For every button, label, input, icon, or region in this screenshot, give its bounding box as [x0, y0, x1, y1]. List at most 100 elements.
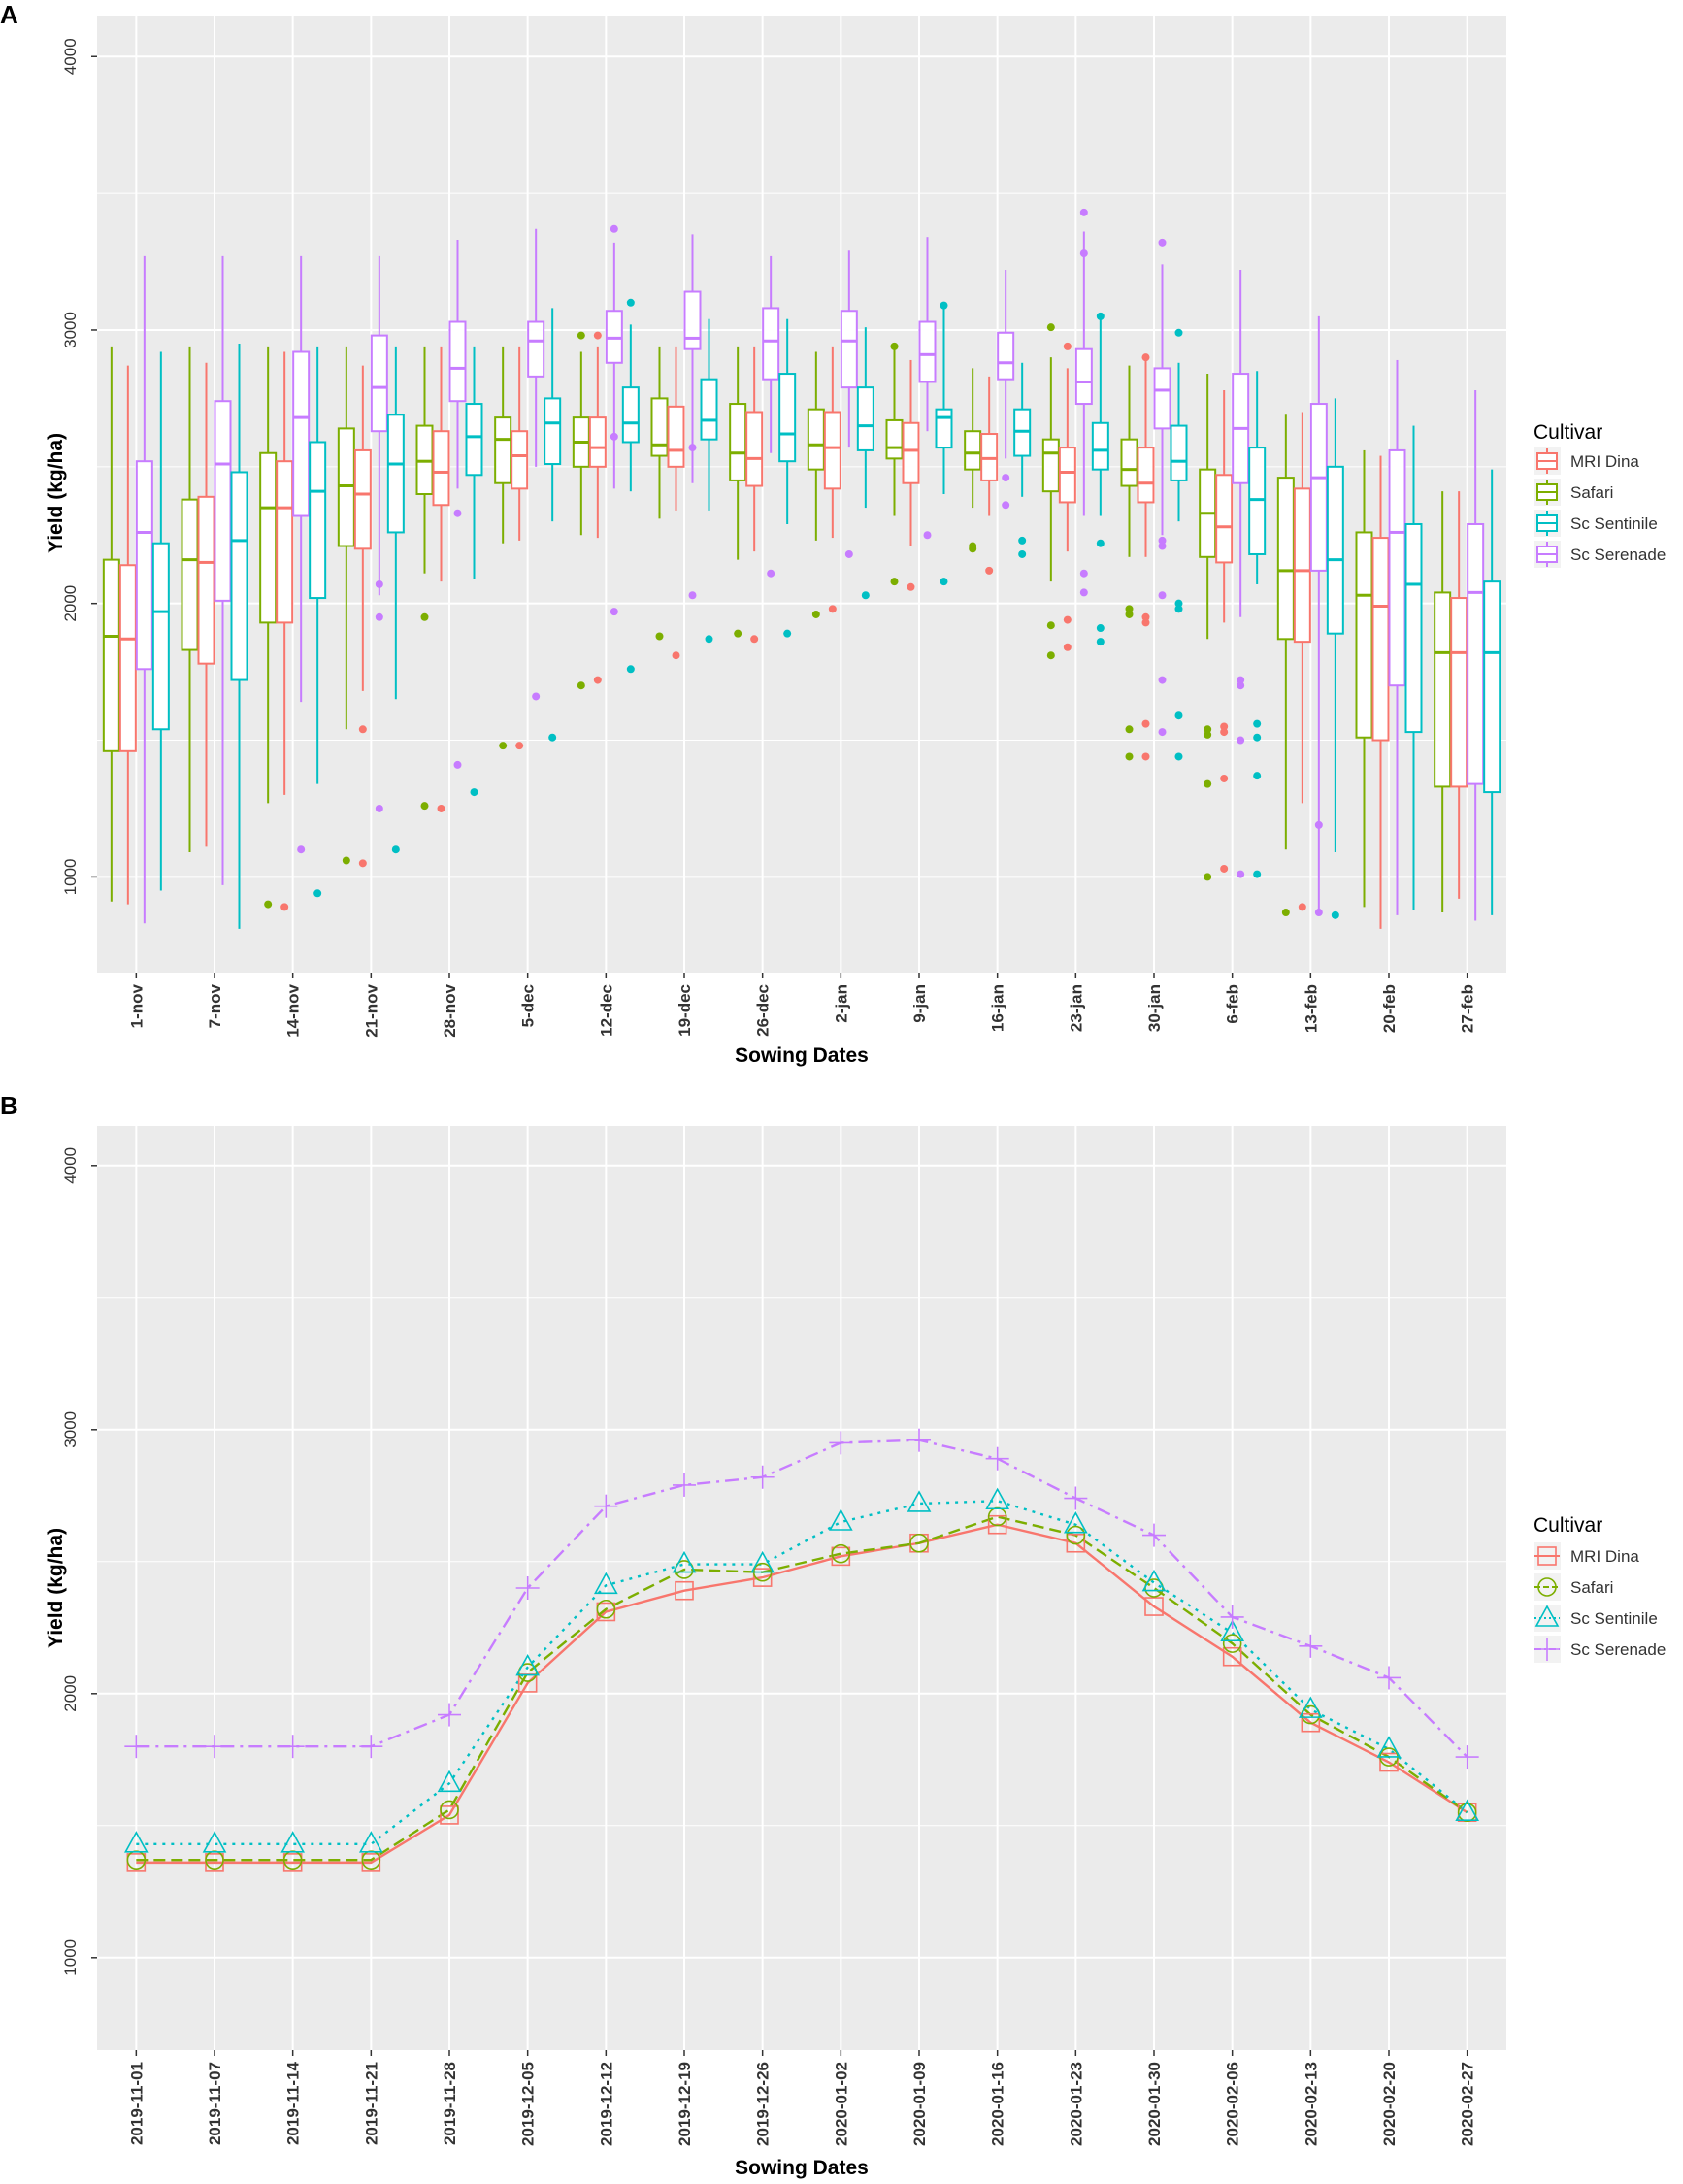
- box-iqr: [467, 404, 482, 475]
- outlier-point-mri-dina: [1142, 720, 1150, 728]
- panel-b-legend-key-sc-serenade: [1534, 1636, 1561, 1663]
- outlier-point-safari: [1047, 651, 1055, 659]
- outlier-point-safari: [1126, 752, 1134, 760]
- panel-a-x-tick-label: 13-feb: [1302, 984, 1320, 1033]
- box-iqr: [293, 352, 309, 516]
- panel-a-legend-title: Cultivar: [1534, 421, 1602, 444]
- panel-a-legend-key-safari: [1534, 479, 1561, 506]
- panel-b-legend-label-sc-sentinile: Sc Sentinile: [1570, 1609, 1658, 1628]
- outlier-point-sc-sentinile: [1175, 711, 1183, 719]
- box-iqr: [232, 472, 248, 679]
- panel-a-y-tick-label: 2000: [61, 585, 80, 622]
- panel-b-x-tick-label: 2019-12-12: [597, 2062, 615, 2146]
- box-iqr: [260, 453, 276, 623]
- outlier-point-mri-dina: [594, 332, 602, 340]
- outlier-point-sc-serenade: [376, 580, 383, 588]
- box-iqr: [965, 431, 980, 469]
- panel-b-x-tick-label: 2019-11-14: [284, 2061, 303, 2145]
- outlier-point-mri-dina: [673, 651, 680, 659]
- box-iqr: [590, 417, 606, 467]
- panel-a-x-tick-label: 6-feb: [1224, 984, 1242, 1024]
- outlier-point-mri-dina: [985, 567, 993, 575]
- outlier-point-mri-dina: [750, 635, 758, 643]
- outlier-point-safari: [499, 742, 507, 749]
- box-iqr: [434, 431, 449, 505]
- outlier-point-safari: [1047, 621, 1055, 629]
- panel-a-boxplot: A 1000 2000 3000 4000 1-nov 7-nov 14-nov 21-no…: [0, 0, 1666, 1067]
- figure: A 1000200030004000 1-nov 7-nov 14-nov 21-no…: [0, 0, 1683, 2184]
- panel-b-x-tick-label: 2019-11-07: [206, 2062, 224, 2145]
- box-iqr: [1155, 368, 1171, 428]
- outlier-point-safari: [421, 613, 429, 621]
- outlier-point-sc-serenade: [1159, 728, 1167, 736]
- outlier-point-sc-sentinile: [1253, 871, 1261, 878]
- outlier-point-sc-sentinile: [1018, 550, 1026, 558]
- panel-b-x-tick-label: 2020-01-16: [989, 2062, 1007, 2146]
- box-iqr: [1043, 440, 1059, 492]
- panel-b-legend-key-bg: [1534, 1605, 1561, 1632]
- outlier-point-sc-serenade: [689, 591, 697, 599]
- outlier-point-sc-sentinile: [627, 665, 635, 673]
- panel-a-legend-key-sc-sentinile: [1534, 510, 1561, 537]
- outlier-point-mri-dina: [438, 805, 446, 812]
- outlier-point-sc-sentinile: [314, 889, 321, 897]
- outlier-point-safari: [1204, 873, 1211, 880]
- box-iqr: [215, 401, 231, 601]
- panel-b-x-tick-label: 2020-01-02: [832, 2062, 850, 2146]
- box-iqr: [104, 560, 119, 751]
- outlier-point-mri-dina: [1220, 775, 1228, 782]
- outlier-point-sc-serenade: [1159, 677, 1167, 684]
- outlier-point-sc-sentinile: [627, 299, 635, 307]
- panel-a-x-tick-label: 16-jan: [989, 984, 1007, 1032]
- outlier-point-sc-sentinile: [1097, 313, 1105, 320]
- outlier-point-sc-serenade: [689, 444, 697, 451]
- box-iqr: [730, 404, 745, 480]
- panel-b-label: B: [0, 1091, 18, 1120]
- box-iqr: [528, 322, 544, 377]
- box-iqr: [310, 442, 325, 598]
- outlier-point-sc-sentinile: [1175, 329, 1183, 337]
- outlier-point-safari: [891, 343, 899, 350]
- panel-a-x-tick-label: 1-nov: [127, 983, 146, 1028]
- panel-b-legend-key-mri-dina: [1534, 1542, 1561, 1570]
- box-iqr: [1484, 581, 1500, 792]
- panel-a-x-tick-label: 9-jan: [910, 984, 929, 1023]
- outlier-point-mri-dina: [1299, 903, 1306, 910]
- outlier-point-mri-dina: [280, 903, 288, 910]
- panel-b-x-tick-label: 2019-12-26: [754, 2062, 773, 2146]
- panel-b-legend-title: Cultivar: [1534, 1514, 1602, 1537]
- box-iqr: [182, 500, 198, 650]
- box-iqr: [1172, 426, 1187, 480]
- box-iqr: [372, 336, 387, 432]
- panel-a-x-tick-label: 28-nov: [441, 983, 459, 1037]
- box-iqr: [808, 410, 824, 470]
- panel-a-x-tick-label: 19-dec: [676, 984, 694, 1037]
- outlier-point-sc-serenade: [454, 510, 462, 517]
- panel-a-x-tick-label: 26-dec: [754, 984, 773, 1037]
- outlier-point-sc-serenade: [376, 613, 383, 621]
- panel-a-x-axis-title: Sowing Dates: [735, 1044, 869, 1067]
- outlier-point-sc-sentinile: [940, 302, 948, 310]
- panel-a-legend: Cultivar MRI DinaSafariSc SentinileSc Se…: [1534, 421, 1666, 568]
- box-iqr: [1093, 423, 1108, 470]
- outlier-point-sc-sentinile: [1253, 720, 1261, 728]
- outlier-point-sc-sentinile: [1097, 540, 1105, 547]
- box-iqr: [1138, 447, 1154, 502]
- box-iqr: [1216, 475, 1232, 562]
- outlier-point-sc-serenade: [1002, 474, 1009, 481]
- outlier-point-sc-sentinile: [1253, 772, 1261, 779]
- outlier-point-sc-serenade: [610, 225, 618, 233]
- outlier-point-mri-dina: [1220, 865, 1228, 873]
- box-iqr: [355, 450, 371, 548]
- panel-a-y-tick-label: 4000: [61, 38, 80, 75]
- panel-b-legend-label-mri-dina: MRI Dina: [1570, 1547, 1639, 1566]
- box-iqr: [544, 398, 560, 464]
- outlier-point-mri-dina: [359, 725, 367, 733]
- box-iqr: [1060, 447, 1075, 502]
- outlier-point-mri-dina: [1064, 343, 1072, 350]
- panel-a-x-tick-label: 12-dec: [597, 984, 615, 1037]
- box-iqr: [153, 544, 169, 730]
- box-iqr: [1295, 488, 1310, 642]
- outlier-point-sc-serenade: [610, 433, 618, 441]
- panel-b-y-tick-label: 2000: [61, 1675, 80, 1712]
